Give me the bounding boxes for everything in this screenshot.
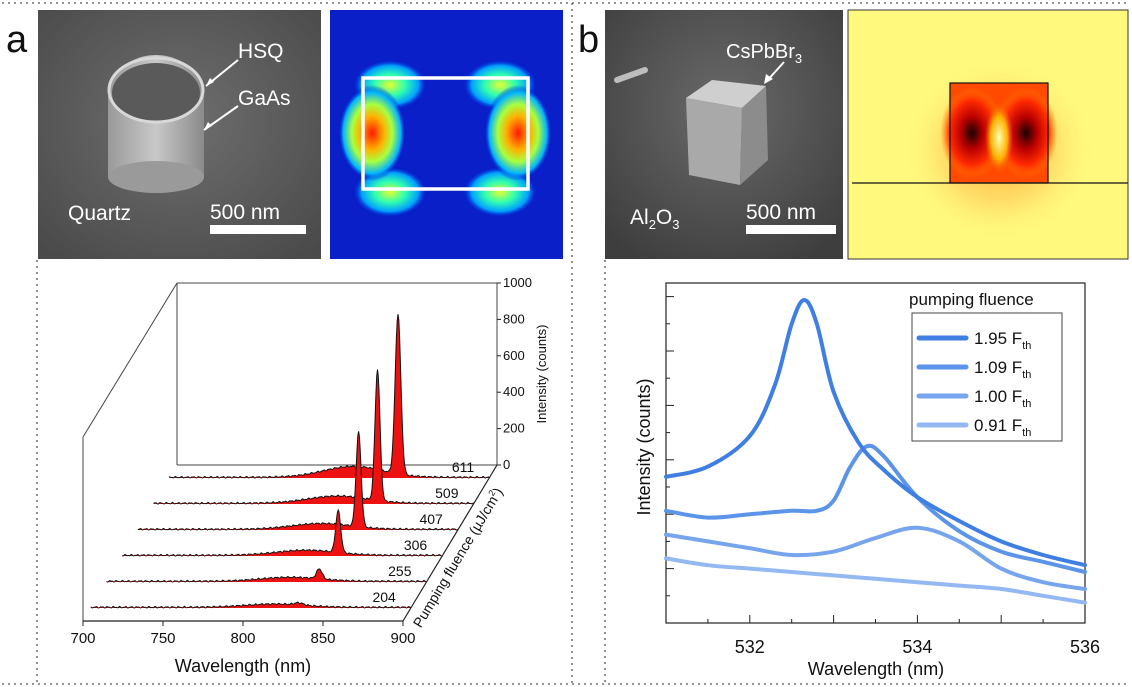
line-y-axis [666, 296, 674, 597]
waterfall-trace-204 [90, 601, 411, 609]
label-cspbbr3-sub: 3 [795, 51, 802, 66]
waterfall-z-label-sup: 2 [486, 488, 497, 497]
field-map-a [330, 10, 563, 259]
series-line-3 [664, 556, 1087, 605]
waterfall-area-255 [106, 568, 427, 582]
waterfall-y-tick-label-600: 600 [503, 348, 525, 363]
waterfall-y-tick-label-400: 400 [503, 384, 525, 399]
legend-label-main-2: 1.00 F [974, 387, 1022, 406]
waterfall-x-label: Wavelength (nm) [175, 656, 311, 676]
waterfall-x-tick-label-850: 850 [310, 630, 335, 647]
label-al2o3-sub2: 3 [672, 217, 679, 232]
fluence-label-407: 407 [419, 511, 443, 527]
legend-label-sub-1: th [1022, 369, 1031, 381]
waterfall-fluence-labels: 611 509 407 306 255 204 [372, 459, 474, 605]
legend-label-main-1: 1.09 F [974, 358, 1022, 377]
label-cspbbr3-main: CsPbBr [726, 41, 795, 63]
waterfall-x-tick-label-800: 800 [230, 630, 255, 647]
line-x-label: Wavelength (nm) [808, 659, 944, 679]
series-line-0 [664, 298, 1087, 568]
label-quartz: Quartz [68, 202, 131, 225]
legend-label-0: 1.95 Fth [974, 329, 1031, 352]
waterfall-y-tick-label-1000: 1000 [503, 275, 532, 290]
scalebar-a-label: 500 nm [210, 201, 280, 224]
line-x-tick-label-536: 536 [1070, 637, 1100, 657]
fluence-label-255: 255 [388, 563, 412, 579]
legend-label-1: 1.09 Fth [974, 358, 1031, 381]
line-x-tick-label-532: 532 [735, 637, 765, 657]
legend-label-sub-3: th [1022, 427, 1031, 439]
fluence-label-611: 611 [452, 459, 475, 475]
scalebar-a [210, 225, 306, 234]
waterfall-y-axis: 0 200 400 600 800 1000 [497, 275, 532, 472]
label-cspbbr3: CsPbBr3 [726, 41, 802, 66]
waterfall-traces [90, 314, 490, 609]
series-line-2 [664, 525, 1087, 591]
legend-label-main-3: 0.91 F [974, 416, 1022, 435]
waterfall-y-tick-label-0: 0 [503, 457, 510, 472]
panel-a-letter: a [6, 19, 28, 61]
label-al2o3-sub: 2 [649, 217, 656, 232]
waterfall-chart-a: 700 750 800 850 900 0 200 400 600 800 1000 611 509… [70, 275, 549, 676]
fluence-label-509: 509 [435, 485, 459, 501]
line-series [664, 298, 1087, 605]
fluence-label-306: 306 [404, 537, 428, 553]
legend-label-3: 0.91 Fth [974, 416, 1031, 439]
waterfall-trace-306 [121, 508, 443, 557]
sem-image-a [38, 10, 321, 259]
label-al2o3-main: Al [630, 206, 649, 229]
waterfall-y-tick-label-800: 800 [503, 311, 525, 326]
legend-box [911, 312, 1063, 442]
fluence-label-204: 204 [372, 589, 396, 605]
waterfall-x-tick-label-900: 900 [390, 630, 415, 647]
label-al2o3-tail: O [656, 206, 672, 229]
waterfall-area-407 [137, 431, 458, 530]
waterfall-trace-407 [137, 431, 459, 531]
line-y-label: Intensity (counts) [634, 378, 654, 515]
label-gaas: GaAs [238, 87, 291, 110]
legend-title: pumping fluence [909, 290, 1034, 309]
legend-label-2: 1.00 Fth [974, 387, 1031, 410]
label-hsq: HSQ [238, 40, 284, 63]
waterfall-y-label: Intensity (counts) [534, 325, 549, 424]
waterfall-area-611 [169, 314, 490, 478]
panel-b-letter: b [578, 19, 599, 61]
waterfall-trace-509 [153, 369, 474, 505]
scalebar-b [746, 225, 836, 234]
legend-label-sub-0: th [1022, 340, 1031, 352]
waterfall-trace-255 [106, 568, 427, 583]
waterfall-area-306 [122, 510, 443, 556]
waterfall-y-tick-label-200: 200 [503, 421, 525, 436]
waterfall-x-tick-label-750: 750 [150, 630, 175, 647]
line-x-tick-label-534: 534 [902, 637, 932, 657]
waterfall-x-tick-label-700: 700 [70, 630, 95, 647]
field-map-b [847, 9, 1129, 260]
legend-label-main-0: 1.95 F [974, 329, 1022, 348]
sem-image-b [605, 10, 843, 259]
waterfall-x-axis: 700 750 800 850 900 [70, 464, 498, 647]
scalebar-b-label: 500 nm [746, 201, 816, 224]
legend-label-sub-2: th [1022, 398, 1031, 410]
waterfall-box [82, 282, 498, 621]
label-al2o3: Al2O3 [630, 206, 680, 232]
waterfall-trace-611 [168, 314, 490, 479]
line-x-axis: 532 534 536 [665, 615, 1100, 657]
waterfall-area-509 [153, 369, 474, 504]
waterfall-z-label: Pumping fluence (µJ/cm2) [409, 484, 506, 630]
series-line-1 [664, 443, 1087, 574]
